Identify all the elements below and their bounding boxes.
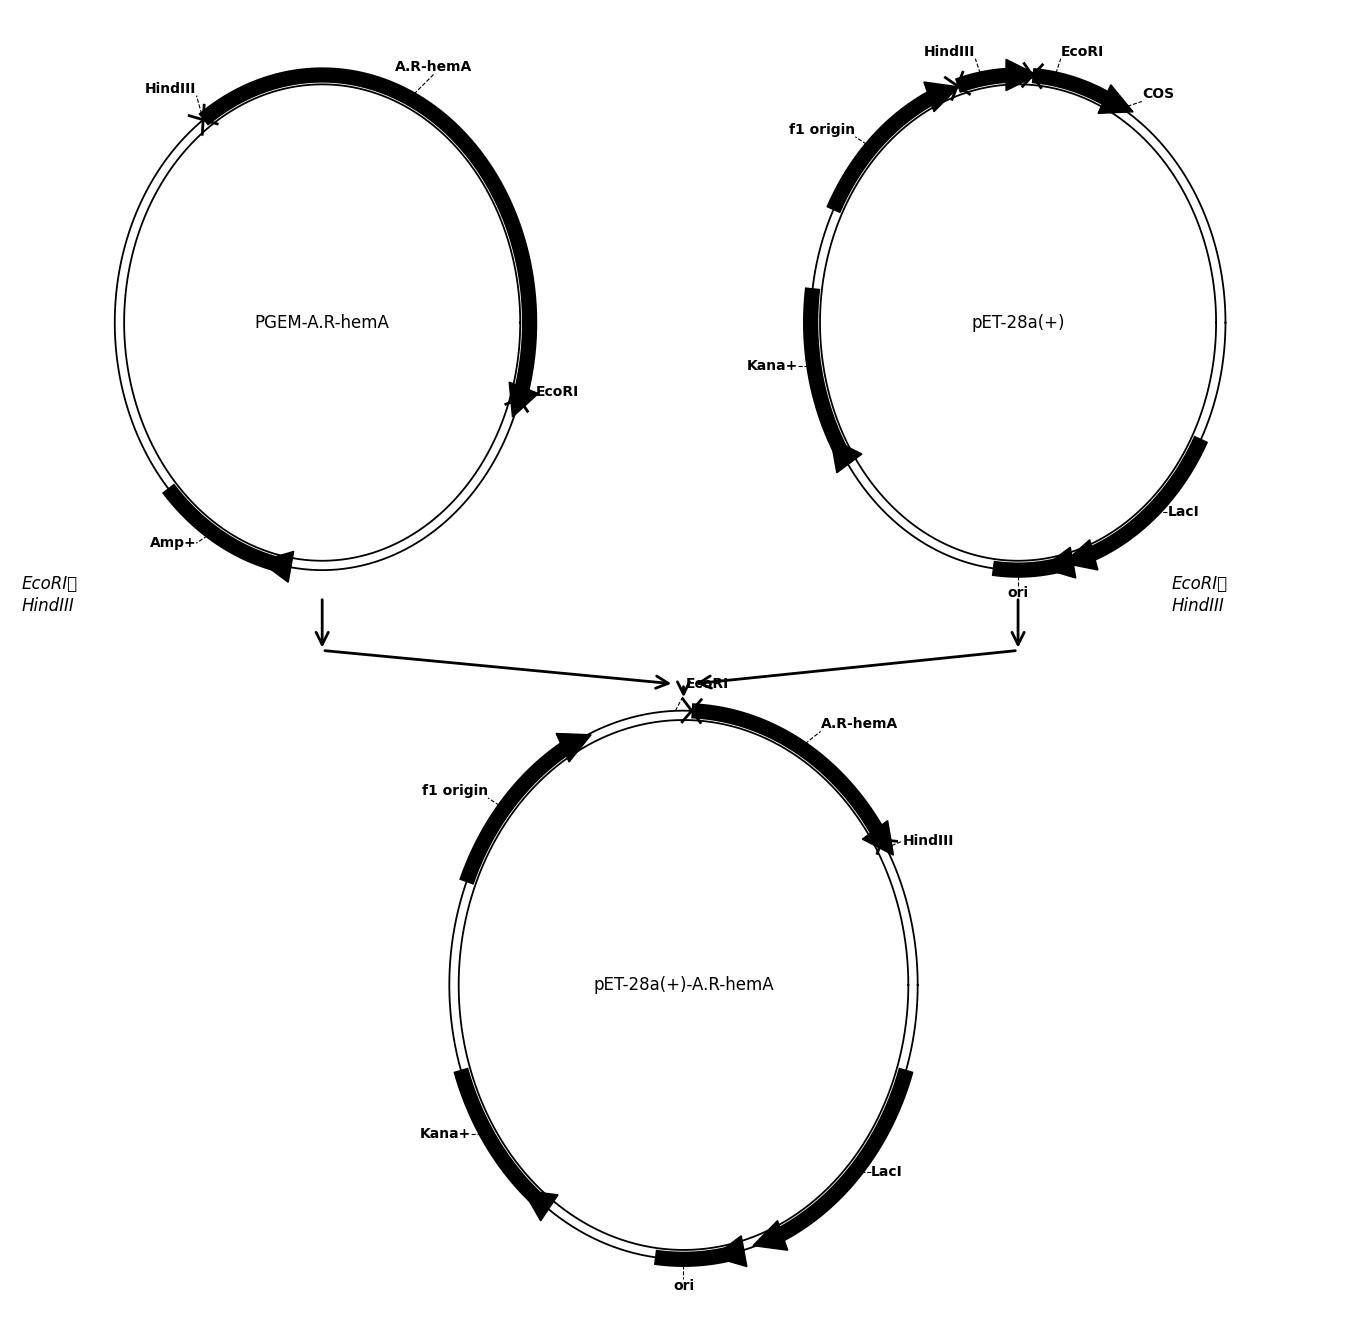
Text: A.R-hemA: A.R-hemA	[395, 60, 473, 74]
Text: HindIII: HindIII	[902, 834, 954, 848]
Text: pET-28a(+)-A.R-hemA: pET-28a(+)-A.R-hemA	[593, 976, 774, 994]
Text: f1 origin: f1 origin	[422, 784, 488, 798]
Polygon shape	[1064, 539, 1098, 570]
Polygon shape	[1098, 84, 1133, 114]
Polygon shape	[260, 551, 294, 582]
Polygon shape	[1006, 59, 1038, 91]
Polygon shape	[831, 439, 863, 473]
Polygon shape	[1042, 547, 1076, 578]
Text: LacI: LacI	[871, 1165, 902, 1179]
Text: EcoRI: EcoRI	[1061, 44, 1105, 59]
Text: HindIII: HindIII	[145, 82, 197, 95]
Polygon shape	[753, 1220, 787, 1250]
Text: ori: ori	[1007, 586, 1028, 601]
Text: EcoRI，: EcoRI，	[21, 574, 77, 593]
Text: COS: COS	[1141, 87, 1174, 102]
Text: Kana+: Kana+	[420, 1128, 472, 1141]
Text: HindIII: HindIII	[924, 44, 975, 59]
Text: Kana+: Kana+	[746, 358, 798, 373]
Polygon shape	[863, 821, 894, 856]
Text: PGEM-A.R-hemA: PGEM-A.R-hemA	[254, 314, 390, 331]
Polygon shape	[524, 1191, 558, 1220]
Text: A.R-hemA: A.R-hemA	[820, 717, 898, 731]
Polygon shape	[510, 382, 539, 417]
Text: f1 origin: f1 origin	[789, 123, 856, 137]
Text: HindIII: HindIII	[1172, 597, 1225, 616]
Text: LacI: LacI	[1167, 506, 1199, 519]
Text: EcoRI: EcoRI	[686, 677, 729, 691]
Polygon shape	[714, 1236, 746, 1267]
Text: EcoRI，: EcoRI，	[1172, 574, 1228, 593]
Polygon shape	[556, 734, 591, 762]
Text: ori: ori	[673, 1279, 694, 1293]
Text: HindIII: HindIII	[21, 597, 74, 616]
Polygon shape	[924, 82, 958, 111]
Text: pET-28a(+): pET-28a(+)	[972, 314, 1065, 331]
Text: Amp+: Amp+	[149, 536, 197, 550]
Text: EcoRI: EcoRI	[536, 385, 578, 400]
